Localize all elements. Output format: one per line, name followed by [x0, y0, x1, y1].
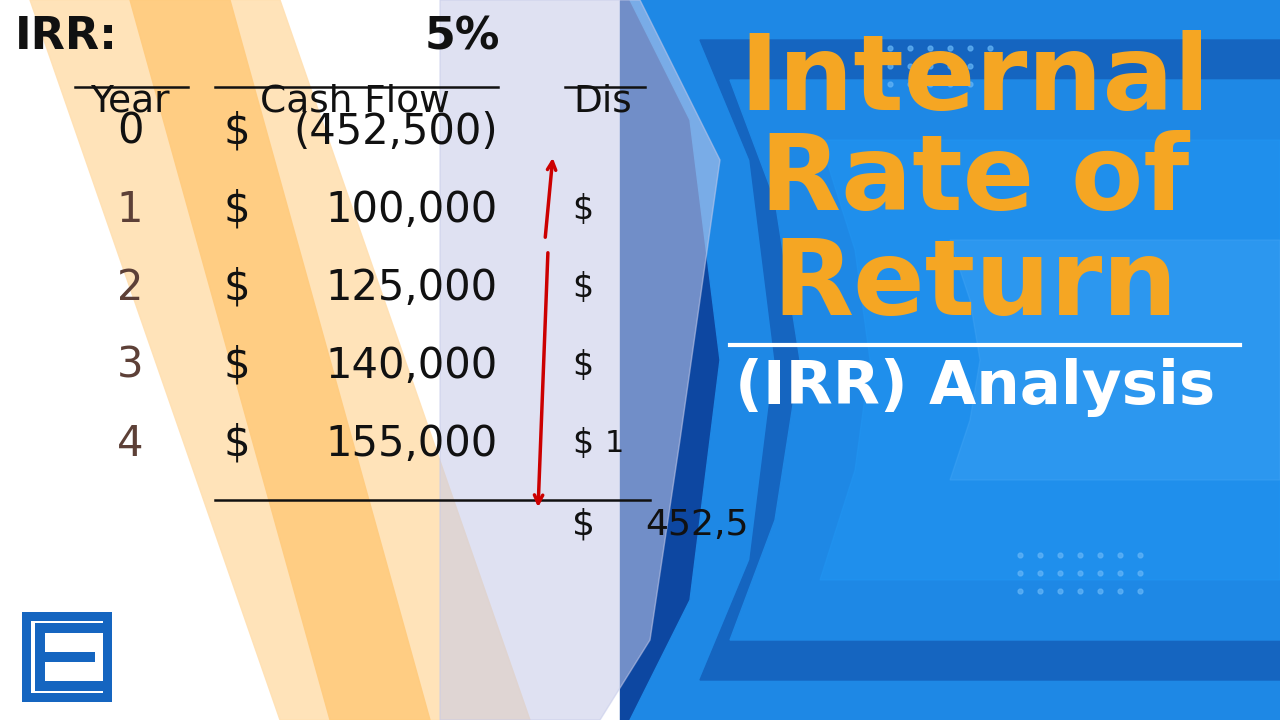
Text: 5%: 5% [425, 15, 500, 58]
Text: $: $ [224, 189, 251, 231]
Text: 1: 1 [605, 430, 625, 459]
Polygon shape [630, 0, 1280, 720]
Bar [35, 623, 102, 633]
Text: Rate of: Rate of [760, 130, 1189, 232]
Polygon shape [131, 0, 430, 720]
Text: $: $ [572, 349, 593, 382]
Text: 140,000: 140,000 [325, 345, 498, 387]
Text: 125,000: 125,000 [326, 267, 498, 309]
Text: $: $ [572, 194, 593, 227]
Polygon shape [440, 0, 719, 720]
Bar [22, 612, 113, 702]
Bar [35, 652, 95, 662]
Bar [620, 0, 1280, 720]
Text: $: $ [224, 267, 251, 309]
Text: $: $ [224, 345, 251, 387]
Text: 1: 1 [116, 189, 143, 231]
Polygon shape [950, 240, 1280, 480]
Text: Return: Return [772, 235, 1178, 337]
Bar [35, 623, 45, 691]
Polygon shape [820, 140, 1280, 580]
Text: Year: Year [90, 84, 170, 120]
Text: (452,500): (452,500) [293, 111, 498, 153]
Text: (IRR) Analysis: (IRR) Analysis [735, 358, 1215, 417]
Text: $: $ [572, 428, 593, 461]
Bar [35, 681, 102, 691]
Text: Internal: Internal [740, 30, 1211, 132]
Text: 452,5: 452,5 [645, 508, 749, 542]
Polygon shape [29, 0, 530, 720]
Text: 155,000: 155,000 [325, 423, 498, 465]
Polygon shape [730, 80, 1280, 640]
Text: $: $ [224, 423, 251, 465]
Text: $: $ [572, 508, 595, 542]
Text: 0: 0 [116, 111, 143, 153]
Polygon shape [700, 40, 1280, 680]
Text: 100,000: 100,000 [325, 189, 498, 231]
Text: IRR:: IRR: [15, 15, 118, 58]
Text: $: $ [572, 271, 593, 305]
Text: 2: 2 [116, 267, 143, 309]
Text: Cash Flow: Cash Flow [260, 84, 449, 120]
Text: Dis: Dis [573, 84, 632, 120]
Text: 4: 4 [116, 423, 143, 465]
Text: 3: 3 [116, 345, 143, 387]
Bar [31, 621, 102, 693]
Text: $: $ [224, 111, 251, 153]
